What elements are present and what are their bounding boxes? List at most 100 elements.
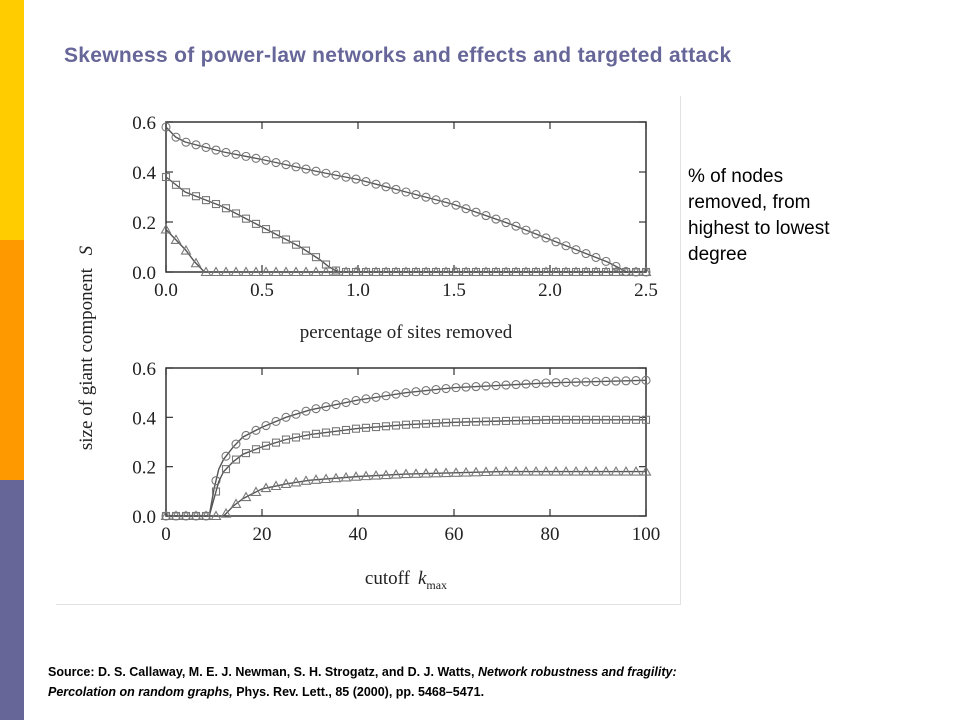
source-line-2: Percolation on random graphs, Phys. Rev.… [48,682,928,702]
data-point-circle [491,381,501,391]
source-line-1: Source: D. S. Callaway, M. E. J. Newman,… [48,662,928,682]
data-point-circle [531,229,541,239]
data-point-circle [381,391,391,401]
series-circle [161,122,651,277]
x-tick-label: 40 [349,524,368,545]
data-point-circle [601,256,611,266]
series-square [161,172,651,277]
data-point-circle [491,214,501,224]
data-point-square [521,416,531,425]
data-point-triangle [210,510,222,521]
data-point-triangle [260,266,272,277]
data-point-triangle [370,266,382,277]
data-point-triangle [590,465,602,476]
series-triangle [160,465,652,521]
shared-y-axis-label-symbol: S [76,245,97,255]
y-tick-label: 0.2 [132,213,156,234]
data-point-square [481,417,491,426]
data-point-circle [211,145,221,155]
data-point-square [261,225,271,234]
data-point-circle [551,237,561,247]
slide-title: Skewness of power-law networks and effec… [64,44,732,67]
data-point-triangle [520,266,532,277]
data-point-circle [481,381,491,391]
data-point-circle [261,421,271,431]
data-point-triangle [200,510,212,521]
data-point-circle [601,376,611,386]
data-point-triangle [330,472,342,483]
data-point-circle [411,190,421,200]
data-point-triangle [580,266,592,277]
data-point-circle [361,394,371,404]
data-point-circle [231,439,241,449]
data-point-circle [231,149,241,159]
data-point-circle [561,377,571,387]
data-point-square [611,415,621,424]
data-point-triangle [450,467,462,477]
data-point-circle [421,192,431,202]
data-point-circle [421,386,431,396]
data-point-square [301,431,311,440]
data-point-circle [581,249,591,259]
data-point-square [631,415,641,424]
x-axis-label-text: percentage of sites removed [300,322,513,343]
data-point-circle [481,211,491,221]
data-point-triangle [300,475,312,485]
data-point-triangle [640,465,652,476]
data-point-circle [191,140,201,150]
data-point-circle [511,379,521,390]
data-point-triangle [630,465,642,476]
data-point-triangle [400,266,412,277]
data-point-circle [201,142,211,152]
data-point-circle [411,387,421,397]
data-point-triangle [230,266,242,277]
x-tick-label: 1.0 [346,280,370,301]
accent-bar-yellow [0,0,24,240]
data-point-triangle [470,466,482,477]
data-point-triangle [250,266,262,277]
data-point-square [311,253,321,262]
data-point-square [471,417,481,426]
data-point-triangle [180,510,192,521]
data-point-triangle [530,465,542,476]
series-line [165,229,646,273]
data-point-triangle [570,266,582,277]
accent-bar-purple [0,480,24,720]
y-tick-label: 0.6 [132,113,156,134]
data-point-circle [461,204,471,214]
y-tick-label: 0.4 [132,163,156,184]
data-point-triangle [470,266,482,277]
data-point-circle [221,147,231,158]
data-point-square [261,441,271,450]
data-point-triangle [610,465,622,476]
data-point-circle [271,157,281,168]
series-circle [161,375,651,521]
data-point-circle [311,166,321,176]
data-point-triangle [480,466,492,477]
data-point-square [491,417,501,426]
data-point-triangle [250,486,262,497]
data-point-circle [581,377,591,387]
data-point-circle [181,137,191,147]
data-point-square [211,199,221,209]
x-tick-label: 1.5 [442,280,466,301]
data-point-circle [271,416,281,426]
data-point-circle [541,233,551,243]
source-authors: Source: D. S. Callaway, M. E. J. Newman,… [48,665,478,679]
data-point-circle [431,385,441,395]
data-point-triangle [540,266,552,277]
y-tick-label: 0.0 [132,263,156,284]
accent-bar-orange [0,240,24,480]
data-point-circle [571,245,581,255]
data-point-triangle [320,266,332,277]
data-point-square [511,416,521,425]
x-axis-label-subscript: max [426,578,447,592]
data-point-circle [571,377,581,387]
x-tick-label: 2.0 [538,280,562,301]
x-tick-label: 0.5 [250,280,274,301]
data-point-circle [461,382,471,392]
data-point-triangle [370,469,382,480]
data-point-square [361,423,371,432]
data-point-square [231,209,241,218]
data-point-square [201,196,211,205]
